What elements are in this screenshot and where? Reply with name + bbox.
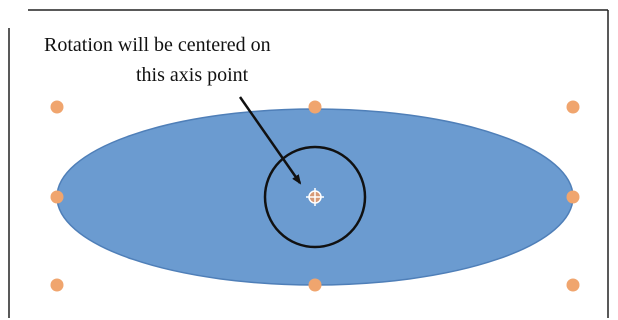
rotation-axis-crosshair-icon[interactable] xyxy=(306,188,324,206)
annotation-line-1: Rotation will be centered on xyxy=(44,34,271,56)
axis-highlight-circle xyxy=(263,145,367,249)
resize-handle-icon[interactable] xyxy=(566,190,580,204)
resize-handle-icon[interactable] xyxy=(308,100,322,114)
pointer-arrow xyxy=(238,96,302,185)
annotation-line-2: this axis point xyxy=(136,64,249,86)
resize-handle-icon[interactable] xyxy=(308,278,322,292)
resize-handle-icon[interactable] xyxy=(566,100,580,114)
resize-handle-icon[interactable] xyxy=(50,100,64,114)
resize-handle-icon[interactable] xyxy=(50,190,64,204)
resize-handle-icon[interactable] xyxy=(50,278,64,292)
resize-handle-icon[interactable] xyxy=(566,278,580,292)
